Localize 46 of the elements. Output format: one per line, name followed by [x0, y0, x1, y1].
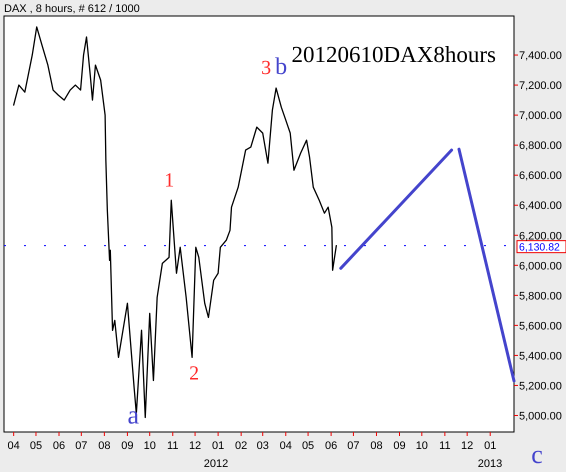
x-tick-label: 08 [370, 440, 383, 452]
y-tick-label: 6,000.00 [519, 260, 562, 272]
x-tick-label: 10 [416, 440, 428, 452]
x-tick-label: 01 [484, 440, 496, 452]
y-tick-label: 5,200.00 [519, 380, 562, 392]
annotation: a [127, 400, 140, 430]
x-tick-label: 06 [52, 440, 66, 452]
annotation: 1 [164, 169, 174, 192]
x-tick-label: 04 [8, 440, 20, 452]
y-tick-label: 5,400.00 [519, 350, 562, 362]
x-tick-label: 07 [347, 440, 360, 452]
x-tick-label: 01 [212, 440, 224, 452]
x-tick-label: 03 [256, 440, 269, 452]
x-tick-label: 06 [324, 440, 338, 452]
y-tick-label: 6,800.00 [519, 140, 562, 152]
annotation: 3 [261, 57, 272, 80]
x-tick-label: 09 [393, 440, 406, 452]
x-tick-label: 10 [144, 440, 156, 452]
annotation: b [275, 54, 288, 80]
x-tick-label: 05 [30, 440, 42, 452]
y-tick-label: 7,200.00 [519, 80, 562, 92]
annotation: c [531, 440, 543, 469]
y-tick-label: 6,200.00 [519, 230, 562, 242]
x-tick-label: 02 [235, 440, 248, 452]
x-tick-label: 12 [461, 440, 474, 452]
x-tick-label: 11 [167, 440, 178, 452]
y-tick-label: 7,400.00 [519, 50, 562, 62]
y-tick-label: 5,600.00 [519, 320, 562, 332]
x-tick-label: 05 [302, 440, 314, 452]
ref-line-label: 6,130.82 [519, 242, 560, 254]
x-tick-label: 09 [121, 440, 134, 452]
text: 2012 [204, 458, 228, 470]
y-tick-label: 5,000.00 [519, 410, 562, 422]
x-tick-label: 04 [280, 440, 292, 452]
text: 2013 [478, 458, 502, 470]
y-tick-label: 6,600.00 [519, 170, 562, 182]
x-tick-label: 07 [75, 440, 88, 452]
x-tick-label: 12 [188, 440, 202, 452]
x-tick-label: 08 [98, 440, 110, 452]
y-tick-label: 7,000.00 [519, 110, 562, 122]
text: 20120610DAX8hours [292, 42, 496, 67]
annotation: 2 [189, 362, 200, 384]
y-tick-label: 5,800.00 [519, 290, 562, 302]
y-tick-label: 6,400.00 [519, 200, 562, 212]
x-tick-label: 11 [439, 440, 451, 452]
chart-subtitle: DAX , 8 hours, # 612 / 1000 [4, 3, 140, 15]
